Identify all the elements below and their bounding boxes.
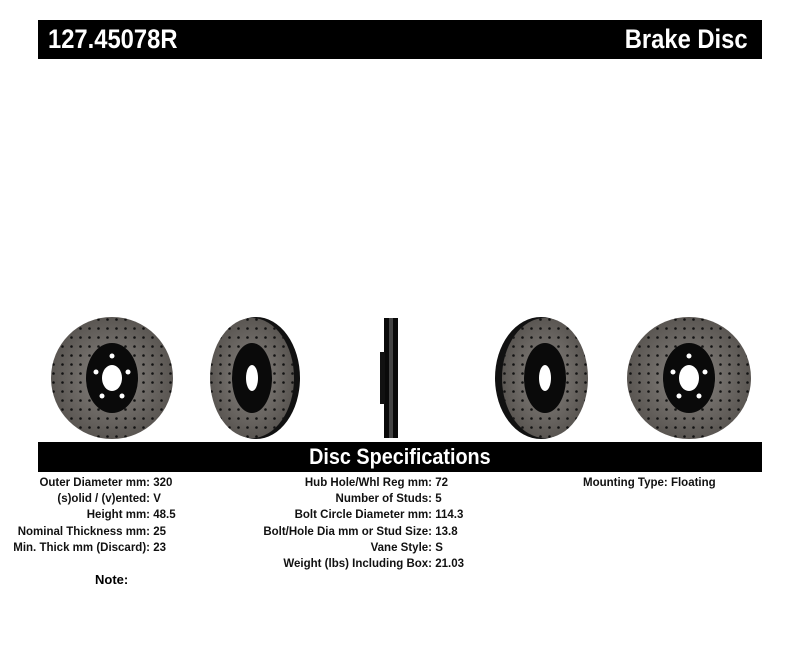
spec-label: Bolt/Hole Dia mm or Stud Size: [263,525,432,538]
disc-rear-view [627,317,751,439]
spec-row: Bolt Circle Diameter mm: 114.3 [40,507,464,523]
spec-row: Nominal Thickness mm: 25 [0,524,176,540]
spec-value: 72 [435,477,448,489]
disc-side-view [380,318,398,438]
spec-value: 21.03 [435,558,464,571]
disc-angled-view-right [495,317,588,439]
spec-row: Mounting Type: Floating [583,475,716,491]
note-label: Note: [95,572,129,587]
spec-value: V [153,493,161,506]
spec-value: 320 [153,477,173,489]
disc-angled-view-left [210,317,300,439]
spec-row: Outer Diameter mm: 320 [0,475,176,491]
spec-row: (s)olid / (v)ented: V [0,491,176,507]
spec-value: 114.3 [435,509,464,522]
spec-value: 5 [435,493,442,506]
spec-label: Hub Hole/Whl Reg mm: [304,477,432,489]
spec-row: Weight (lbs) Including Box: 21.03 [40,556,464,572]
disc-front-view [51,317,173,439]
spec-value: 48.5 [153,509,176,522]
spec-row: Vane Style: S [40,540,464,556]
spec-label: Weight (lbs) Including Box: [283,558,432,571]
spec-title: Disc Specifications [309,444,491,469]
spec-row: Number of Studs: 5 [40,491,464,507]
spec-value: 13.8 [435,525,458,538]
spec-label: Nominal Thickness mm: [17,525,150,538]
spec-label: Number of Studs: [335,493,432,506]
part-number: 127.45078R [48,24,178,54]
spec-row: Height mm: 48.5 [0,507,176,523]
spec-label: Bolt Circle Diameter mm: [294,509,432,522]
spec-label: Vane Style: [370,541,432,554]
spec-label: Height mm: [86,509,150,522]
spec-label: Min. Thick mm (Discard): [13,541,150,554]
spec-value: 23 [153,541,166,554]
specs-column-3: Mounting Type: Floating [583,475,716,491]
spec-label: Outer Diameter mm: [39,477,150,489]
spec-label: Mounting Type: [583,477,668,489]
specs-column-2: Hub Hole/Whl Reg mm: 72 Number of Studs:… [40,475,464,572]
spec-row: Hub Hole/Whl Reg mm: 72 [40,475,464,491]
spec-label: (s)olid / (v)ented: [57,493,150,506]
header-bar: 127.45078R Brake Disc [38,20,762,59]
specs-column-1: Outer Diameter mm: 320 (s)olid / (v)ente… [0,475,176,556]
spec-title-bar: Disc Specifications [38,442,762,472]
spec-value: Floating [670,477,716,489]
spec-value: 25 [153,525,166,538]
spec-row: Min. Thick mm (Discard): 23 [0,540,176,556]
product-title: Brake Disc [625,24,748,54]
spec-row: Bolt/Hole Dia mm or Stud Size: 13.8 [40,524,464,540]
spec-value: S [435,541,443,554]
